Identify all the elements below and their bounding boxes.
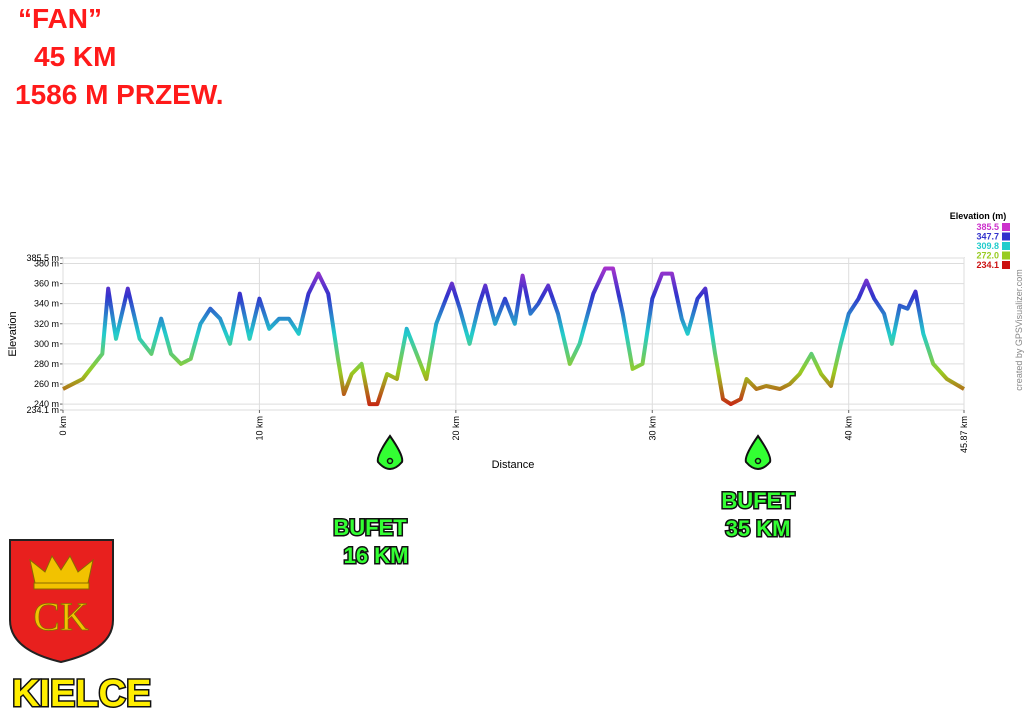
x-tick-label: 20 km: [451, 416, 461, 441]
y-tick-label: 385.5 m: [26, 253, 59, 263]
city: KIELCE: [12, 673, 151, 715]
legend-swatch: [1002, 232, 1010, 241]
logo: CK: [9, 539, 114, 664]
drop-dot: [754, 457, 762, 465]
legend-swatch: [1002, 261, 1010, 269]
y-axis-label: Elevation: [7, 311, 19, 356]
legend-swatch: [1002, 242, 1010, 250]
x-tick-label: 40 km: [844, 416, 854, 441]
y-tick-label: 280 m: [34, 359, 59, 369]
drop-icon: [376, 434, 404, 470]
legend-title: Elevation (m): [950, 211, 1007, 221]
x-tick-label: 10 km: [254, 416, 264, 441]
x-tick-label: 0 km: [58, 416, 68, 436]
legend-label: 309.8: [976, 241, 999, 251]
annotation: BUFET 35 KM: [720, 434, 797, 543]
y-tick-label: 360 m: [34, 279, 59, 289]
title-line: “FAN”: [18, 3, 102, 34]
drop-icon: [744, 434, 772, 470]
x-tick-label: 45.87 km: [959, 416, 969, 453]
annotation: BUFET 16 KM: [332, 434, 410, 570]
y-tick-label: 340 m: [34, 299, 59, 309]
title-line: 45 KM: [34, 41, 116, 72]
credit: created by GPSVisualizer.com: [1014, 269, 1024, 390]
drop-dot: [386, 457, 394, 465]
annotation-text: BUFET: [333, 515, 407, 540]
y-tick-label: 240 m: [34, 399, 59, 409]
annotation-text: BUFET: [721, 488, 795, 513]
y-tick-label: 380 m: [34, 259, 59, 269]
legend-label: 347.7: [976, 232, 999, 242]
legend-swatch: [1002, 251, 1010, 260]
title-line: 1586 M PRZEW.: [15, 79, 224, 110]
y-tick-label: 300 m: [34, 339, 59, 349]
y-tick-label: 260 m: [34, 379, 59, 389]
annotation-text: 16 KM: [344, 543, 409, 568]
x-axis-label: Distance: [492, 459, 535, 471]
legend-label: 272.0: [976, 251, 999, 261]
legend-label: 385.5: [976, 222, 999, 232]
legend-swatch: [1002, 223, 1010, 231]
y-tick-label: 320 m: [34, 319, 59, 329]
logo-text: CK: [33, 594, 89, 639]
elevation-line: [62, 266, 966, 407]
y-tick-label: 234.1 m: [26, 405, 59, 415]
crown-band: [33, 582, 90, 590]
legend-label: 234.1: [976, 260, 999, 270]
annotation-text: 35 KM: [726, 516, 791, 541]
x-tick-label: 30 km: [647, 416, 657, 441]
